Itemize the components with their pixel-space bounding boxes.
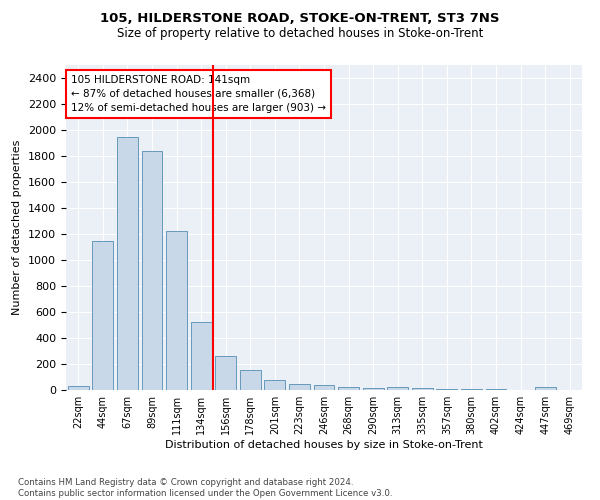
Bar [68, 386, 89, 390]
Bar [362, 388, 383, 390]
Bar [92, 240, 113, 390]
Bar [240, 370, 261, 390]
Bar [191, 322, 212, 390]
Text: 105 HILDERSTONE ROAD: 141sqm
← 87% of detached houses are smaller (6,368)
12% of: 105 HILDERSTONE ROAD: 141sqm ← 87% of de… [71, 74, 326, 113]
X-axis label: Distribution of detached houses by size in Stoke-on-Trent: Distribution of detached houses by size … [165, 440, 483, 450]
Text: Contains HM Land Registry data © Crown copyright and database right 2024.
Contai: Contains HM Land Registry data © Crown c… [18, 478, 392, 498]
Bar [265, 380, 286, 390]
Bar [289, 384, 310, 390]
Text: 105, HILDERSTONE ROAD, STOKE-ON-TRENT, ST3 7NS: 105, HILDERSTONE ROAD, STOKE-ON-TRENT, S… [100, 12, 500, 26]
Text: Size of property relative to detached houses in Stoke-on-Trent: Size of property relative to detached ho… [117, 28, 483, 40]
Bar [117, 136, 138, 390]
Bar [387, 388, 408, 390]
Bar [215, 356, 236, 390]
Bar [338, 388, 359, 390]
Y-axis label: Number of detached properties: Number of detached properties [13, 140, 22, 315]
Bar [436, 388, 457, 390]
Bar [142, 151, 163, 390]
Bar [535, 388, 556, 390]
Bar [314, 385, 334, 390]
Bar [412, 388, 433, 390]
Bar [166, 232, 187, 390]
